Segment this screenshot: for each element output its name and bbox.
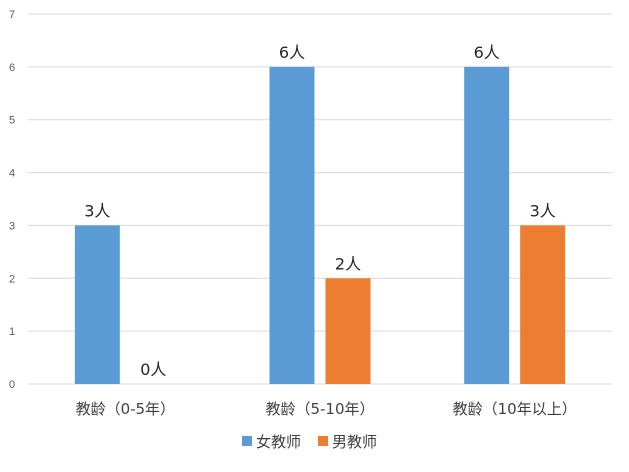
y-tick-label: 1 <box>9 326 15 338</box>
legend: 女教师 男教师 <box>242 433 377 451</box>
data-label: 6人 <box>279 43 305 62</box>
y-tick-label: 2 <box>9 273 15 285</box>
gridlines <box>28 13 612 385</box>
y-tick-label: 6 <box>9 62 15 74</box>
legend-swatch <box>242 436 252 446</box>
y-tick-label: 7 <box>9 9 15 21</box>
data-label: 3人 <box>530 201 556 220</box>
y-tick-label: 3 <box>9 220 15 232</box>
x-category-label: 教龄（0-5年） <box>76 400 176 418</box>
x-category-label: 教龄（10年以上） <box>453 400 577 418</box>
legend-label: 男教师 <box>332 433 377 451</box>
data-labels: 3人 0人 6人 2人 6人 3人 <box>84 43 556 379</box>
y-axis-ticks: 0 1 2 3 4 5 6 7 <box>9 9 15 391</box>
x-axis-categories: 教龄（0-5年） 教龄（5-10年） 教龄（10年以上） <box>76 400 577 418</box>
y-tick-label: 4 <box>9 168 15 180</box>
legend-label: 女教师 <box>256 433 301 451</box>
bar-female-0 <box>74 225 120 384</box>
bar-female-2 <box>464 66 510 384</box>
bar-male-2 <box>520 225 566 384</box>
y-tick-label: 5 <box>9 115 15 127</box>
data-label: 0人 <box>140 360 166 379</box>
data-label: 6人 <box>474 43 500 62</box>
data-label: 2人 <box>335 254 361 273</box>
bar-female-1 <box>269 66 315 384</box>
bar-male-1 <box>325 278 371 384</box>
x-category-label: 教龄（5-10年） <box>265 400 374 418</box>
data-label: 3人 <box>84 201 110 220</box>
bars <box>74 66 566 384</box>
y-tick-label: 0 <box>9 379 15 391</box>
legend-swatch <box>318 436 328 446</box>
